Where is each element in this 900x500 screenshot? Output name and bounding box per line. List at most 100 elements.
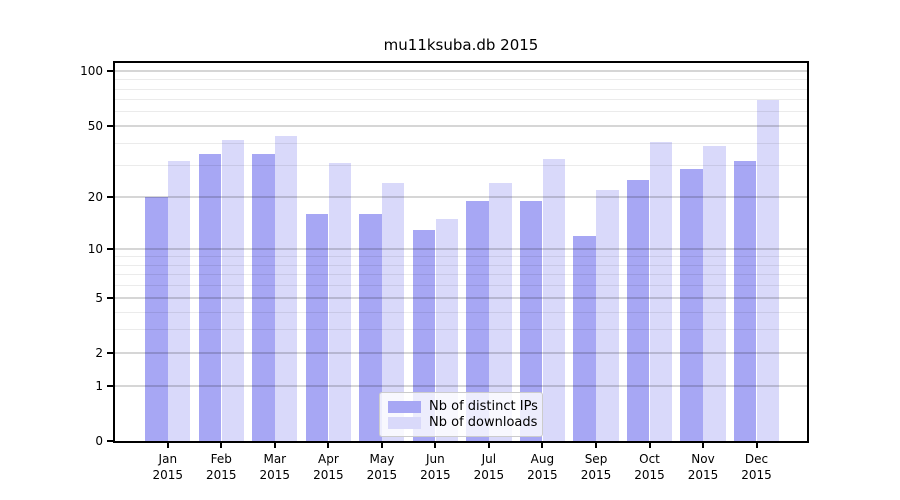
x-tick-mark-jun: [434, 443, 437, 448]
x-tick-month-oct: Oct: [639, 452, 660, 466]
x-tick-month-may: May: [369, 452, 395, 466]
x-tick-mark-apr: [327, 443, 330, 448]
gridline-minor-60: [115, 111, 807, 113]
bar-distinct-ips-jul: [466, 201, 489, 441]
x-tick-label-dec: Dec 2015: [725, 452, 789, 483]
x-tick-year-aug: 2015: [527, 467, 558, 482]
legend-swatch-downloads: [388, 416, 421, 429]
gridline-minor-4: [115, 311, 807, 313]
x-tick-label-jan: Jan 2015: [136, 452, 200, 483]
x-tick-year-jan: 2015: [152, 467, 184, 482]
y-tick-label-5: 5: [95, 290, 103, 305]
x-tick-mark-nov: [702, 443, 704, 448]
legend-label-distinct-ips: Nb of distinct IPs: [429, 399, 538, 414]
y-tick-mark-1: [107, 384, 113, 387]
x-tick-month-nov: Nov: [691, 452, 715, 466]
bar-downloads-sep: [596, 189, 619, 441]
bar-downloads-may: [382, 183, 405, 441]
x-tick-year-jul: 2015: [473, 467, 505, 482]
bar-downloads-apr: [328, 163, 351, 441]
x-tick-mark-jan: [166, 443, 169, 448]
x-tick-label-apr: Apr 2015: [296, 452, 360, 483]
x-tick-mark-oct: [648, 443, 651, 448]
bar-distinct-ips-apr: [305, 214, 329, 441]
x-tick-label-nov: Nov 2015: [671, 452, 735, 483]
gridline-major-2: [115, 352, 807, 354]
y-tick-label-0: 0: [95, 434, 103, 448]
legend: Nb of distinct IPs Nb of downloads: [379, 392, 543, 437]
gridline-minor-80: [115, 88, 807, 90]
y-tick-label-10: 10: [87, 241, 103, 256]
gridline-minor-8: [115, 264, 807, 266]
bar-distinct-ips-may: [359, 214, 382, 441]
y-tick-label-2: 2: [95, 346, 103, 360]
bar-downloads-dec: [756, 99, 780, 441]
bar-distinct-ips-mar: [252, 153, 275, 441]
bar-distinct-ips-jun: [412, 229, 436, 441]
bar-downloads-jul: [489, 183, 512, 441]
bar-downloads-nov: [703, 145, 726, 441]
bar-distinct-ips-aug: [519, 201, 543, 441]
y-tick-mark-2: [107, 352, 113, 354]
chart-title: mu11ksuba.db 2015: [383, 36, 539, 54]
bar-downloads-mar: [275, 136, 298, 441]
y-tick-mark-0: [107, 440, 113, 442]
bar-distinct-ips-feb: [198, 153, 222, 441]
y-tick-mark-10: [107, 247, 113, 250]
bar-distinct-ips-oct: [626, 180, 650, 441]
x-tick-month-sep: Sep: [584, 452, 608, 466]
x-tick-year-jun: 2015: [420, 467, 451, 482]
x-tick-label-jul: Jul 2015: [457, 452, 521, 483]
x-tick-year-dec: 2015: [741, 467, 772, 482]
gridline-minor-70: [115, 99, 807, 100]
x-tick-month-apr: Apr: [318, 452, 339, 466]
x-tick-month-mar: Mar: [263, 452, 287, 466]
x-tick-mark-jul: [487, 443, 490, 448]
x-tick-month-jul: Jul: [481, 452, 497, 466]
x-tick-year-apr: 2015: [313, 467, 344, 482]
y-tick-label-1: 1: [95, 378, 103, 393]
y-tick-label-20: 20: [87, 190, 103, 205]
x-tick-year-feb: 2015: [206, 467, 237, 482]
x-tick-label-may: May 2015: [350, 452, 414, 483]
bar-downloads-aug: [542, 158, 566, 441]
legend-item-downloads: Nb of downloads: [388, 415, 538, 430]
legend-item-distinct-ips: Nb of distinct IPs: [388, 399, 538, 414]
x-tick-label-aug: Aug 2015: [510, 452, 574, 483]
x-tick-year-oct: 2015: [634, 467, 665, 482]
y-tick-mark-100: [107, 70, 113, 73]
x-tick-year-may: 2015: [366, 467, 398, 482]
bar-distinct-ips-sep: [573, 235, 596, 441]
y-tick-mark-5: [107, 296, 113, 299]
x-tick-label-sep: Sep 2015: [564, 452, 628, 483]
y-tick-mark-20: [107, 196, 113, 199]
x-tick-month-jan: Jan: [158, 452, 178, 466]
x-tick-year-nov: 2015: [687, 467, 719, 482]
legend-label-downloads: Nb of downloads: [429, 415, 538, 430]
gridline-major-50: [115, 125, 807, 127]
gridline-minor-3: [115, 329, 807, 331]
gridline-minor-7: [115, 273, 807, 275]
x-tick-month-dec: Dec: [744, 452, 769, 466]
gridline-major-10: [115, 247, 807, 250]
bar-downloads-feb: [221, 139, 244, 441]
gridline-major-5: [115, 296, 807, 299]
y-tick-label-50: 50: [87, 119, 103, 133]
x-tick-label-oct: Oct 2015: [618, 452, 682, 483]
y-tick-label-100: 100: [80, 64, 103, 79]
bar-downloads-jan: [168, 160, 191, 441]
bar-distinct-ips-nov: [680, 168, 703, 441]
bar-downloads-oct: [649, 141, 673, 441]
gridline-minor-6: [115, 284, 807, 286]
gridline-minor-30: [115, 165, 807, 167]
gridline-major-100: [115, 70, 807, 73]
y-tick-mark-50: [107, 125, 113, 127]
x-tick-month-aug: Aug: [530, 452, 555, 466]
legend-swatch-distinct-ips: [388, 400, 421, 413]
x-tick-label-mar: Mar 2015: [243, 452, 307, 483]
gridline-minor-90: [115, 79, 807, 81]
gridline-minor-40: [115, 143, 807, 144]
x-tick-year-sep: 2015: [580, 467, 612, 482]
gridline-major-20: [115, 196, 807, 199]
